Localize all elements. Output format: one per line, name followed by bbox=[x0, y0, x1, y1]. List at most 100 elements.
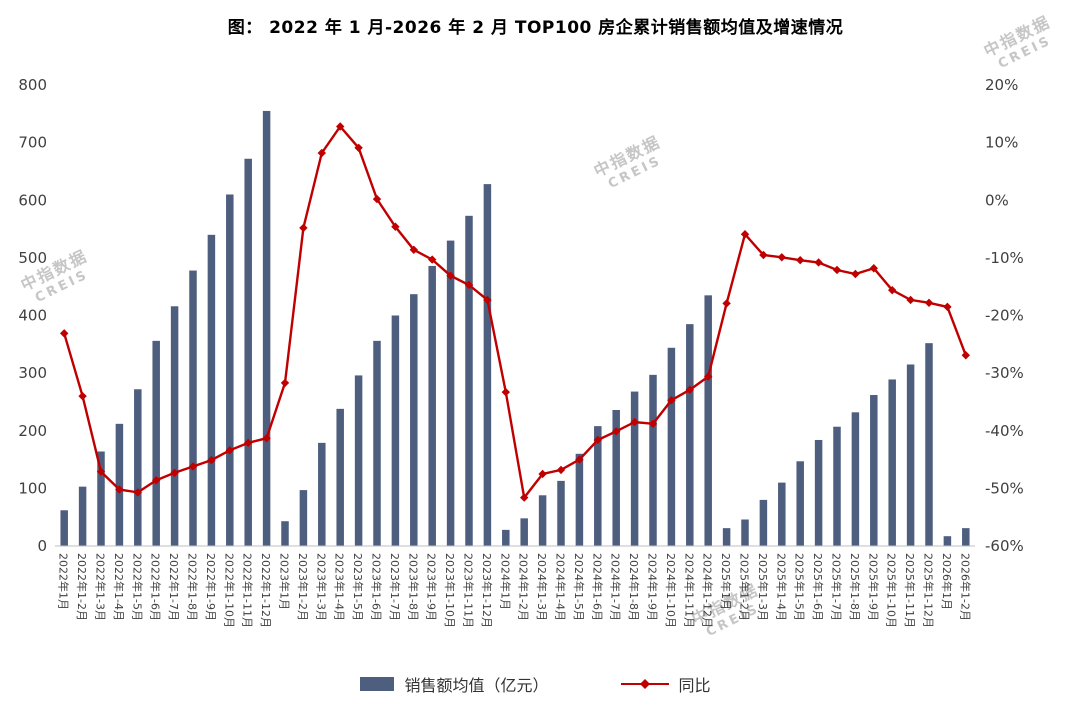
x-axis-label: 2024年1-12月 bbox=[701, 553, 715, 628]
diamond-marker-icon bbox=[428, 255, 437, 264]
diamond-marker-icon bbox=[262, 434, 271, 443]
x-axis-label: 2025年1-10月 bbox=[885, 553, 899, 628]
bar bbox=[796, 461, 804, 546]
bar bbox=[446, 240, 455, 546]
x-axis-label: 2024年1-8月 bbox=[627, 553, 641, 621]
x-axis-label: 2025年1-11月 bbox=[903, 553, 917, 628]
bar bbox=[97, 451, 105, 546]
x-axis-label: 2024年1月 bbox=[498, 553, 512, 610]
diamond-marker-icon bbox=[391, 222, 400, 231]
bar bbox=[281, 521, 289, 546]
left-axis-tick: 400 bbox=[18, 307, 47, 325]
diamond-marker-icon bbox=[924, 298, 934, 308]
bar bbox=[189, 270, 197, 546]
x-axis-label: 2024年1-2月 bbox=[517, 553, 531, 621]
diamond-marker-icon bbox=[354, 143, 363, 153]
left-axis-tick: 700 bbox=[18, 134, 47, 152]
bar bbox=[906, 364, 915, 546]
diamond-marker-icon bbox=[630, 417, 639, 427]
x-axis-label: 2022年1-4月 bbox=[112, 553, 126, 621]
left-axis-tick: 0 bbox=[37, 537, 47, 555]
x-axis-label: 2025年1-8月 bbox=[848, 553, 862, 621]
diamond-marker-icon bbox=[685, 385, 694, 395]
x-axis-label: 2023年1-12月 bbox=[480, 553, 494, 628]
diamond-marker-icon bbox=[96, 467, 106, 476]
x-axis-label: 2023年1-9月 bbox=[425, 553, 439, 621]
bar bbox=[483, 184, 492, 547]
legend-item-bars: 销售额均值（亿元） bbox=[360, 672, 549, 696]
yoy-line bbox=[63, 124, 967, 501]
bar bbox=[962, 528, 970, 546]
left-axis-tick: 300 bbox=[18, 364, 47, 382]
diamond-marker-icon bbox=[372, 194, 382, 204]
diamond-marker-icon bbox=[446, 271, 455, 280]
left-axis-tick: 200 bbox=[18, 422, 47, 440]
x-axis-label: 2025年1月 bbox=[719, 553, 733, 610]
right-axis-tick: -40% bbox=[985, 422, 1024, 440]
diamond-marker-icon bbox=[556, 465, 566, 475]
right-axis-tick: 20% bbox=[985, 76, 1018, 94]
right-axis-tick: 10% bbox=[985, 134, 1018, 152]
legend: 销售额均值（亿元） 同比 bbox=[0, 672, 1071, 696]
diamond-marker-icon bbox=[722, 299, 731, 308]
bar bbox=[262, 110, 271, 547]
x-axis-label: 2023年1月 bbox=[278, 553, 292, 610]
x-axis-label: 2026年1-2月 bbox=[958, 553, 972, 621]
left-axis-tick: 100 bbox=[18, 479, 47, 497]
bar bbox=[78, 486, 87, 546]
diamond-marker-icon bbox=[704, 372, 713, 381]
diamond-marker-icon bbox=[796, 255, 805, 265]
bar bbox=[630, 391, 639, 546]
bar bbox=[373, 340, 381, 546]
legend-item-line: 同比 bbox=[620, 672, 711, 696]
legend-label-bars: 销售额均值（亿元） bbox=[404, 676, 549, 695]
bar bbox=[299, 490, 308, 546]
bar bbox=[520, 518, 528, 546]
bar bbox=[778, 482, 786, 546]
diamond-marker-icon bbox=[961, 351, 970, 360]
bar bbox=[207, 234, 216, 546]
bar-swatch-icon bbox=[360, 677, 395, 691]
bar bbox=[704, 295, 712, 546]
bar bbox=[134, 389, 142, 546]
right-axis-tick: 0% bbox=[985, 191, 1009, 209]
bar bbox=[741, 519, 749, 546]
bar bbox=[649, 374, 657, 546]
x-axis-label: 2024年1-6月 bbox=[590, 553, 604, 621]
x-axis-label: 2023年1-11月 bbox=[462, 553, 476, 628]
x-axis-label: 2025年1-5月 bbox=[793, 553, 807, 621]
x-axis-label: 2024年1-5月 bbox=[572, 553, 586, 621]
bar bbox=[502, 529, 510, 546]
x-axis-label: 2026年1月 bbox=[940, 553, 954, 610]
x-axis-label: 2024年1-9月 bbox=[646, 553, 660, 621]
bar bbox=[60, 510, 68, 546]
x-axis-label: 2023年1-3月 bbox=[314, 553, 328, 621]
diamond-marker-icon bbox=[464, 280, 474, 290]
bar bbox=[943, 536, 952, 546]
diamond-marker-icon bbox=[60, 329, 69, 338]
diamond-marker-icon bbox=[78, 391, 87, 401]
x-axis-label: 2024年1-10月 bbox=[664, 553, 678, 628]
bar bbox=[557, 480, 565, 546]
line-marker-icon bbox=[620, 677, 669, 691]
diamond-marker-icon bbox=[244, 438, 253, 448]
left-axis-tick: 600 bbox=[18, 191, 47, 209]
bar bbox=[722, 528, 731, 546]
x-axis-label: 2024年1-7月 bbox=[609, 553, 623, 621]
x-axis-label: 2023年1-8月 bbox=[406, 553, 420, 621]
bar bbox=[465, 215, 473, 546]
x-axis-label: 2025年1-2月 bbox=[738, 553, 752, 621]
bar bbox=[594, 426, 602, 546]
x-axis-label: 2023年1-4月 bbox=[333, 553, 347, 621]
diamond-marker-icon bbox=[832, 265, 842, 275]
bar bbox=[814, 439, 823, 546]
diamond-marker-icon bbox=[612, 427, 621, 436]
diamond-marker-icon bbox=[280, 378, 290, 388]
bar bbox=[428, 265, 436, 546]
x-axis-label: 2022年1-7月 bbox=[167, 553, 181, 621]
diamond-marker-icon bbox=[409, 245, 418, 255]
x-axis-label: 2024年1-11月 bbox=[682, 553, 696, 628]
bar bbox=[888, 379, 896, 546]
